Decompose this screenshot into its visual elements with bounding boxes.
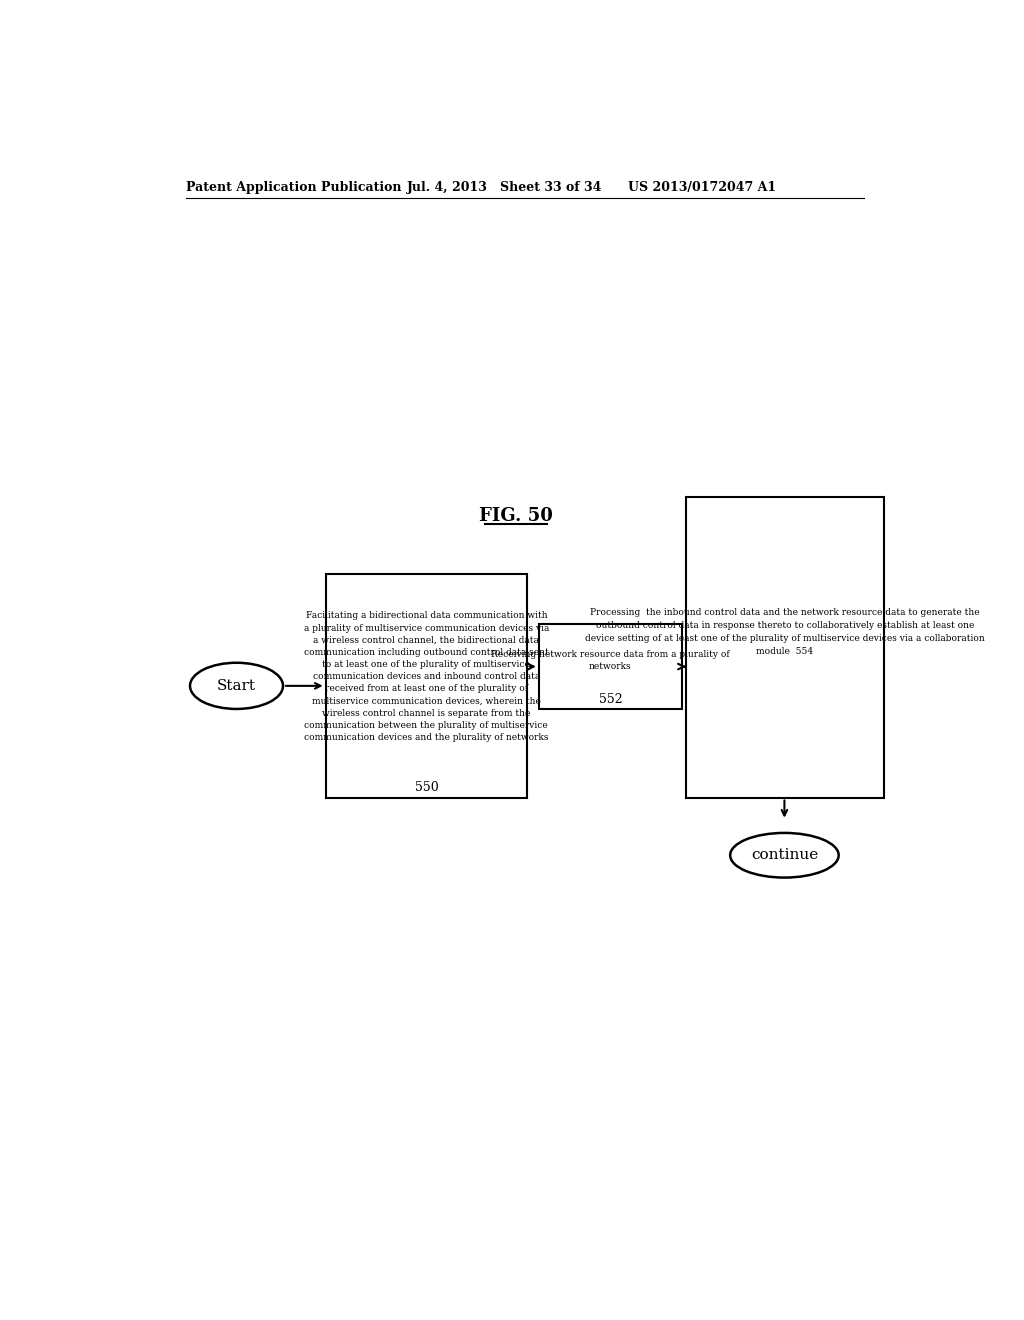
Text: Facilitating a bidirectional data communication with
a plurality of multiservice: Facilitating a bidirectional data commun… <box>304 611 549 742</box>
Text: 550: 550 <box>415 781 438 795</box>
FancyBboxPatch shape <box>326 574 527 797</box>
Text: Receiving network resource data from a plurality of
networks: Receiving network resource data from a p… <box>492 649 730 671</box>
FancyBboxPatch shape <box>539 624 682 709</box>
Ellipse shape <box>190 663 283 709</box>
Text: Patent Application Publication: Patent Application Publication <box>186 181 401 194</box>
Text: Start: Start <box>217 678 256 693</box>
FancyBboxPatch shape <box>686 498 884 797</box>
Text: Jul. 4, 2013   Sheet 33 of 34: Jul. 4, 2013 Sheet 33 of 34 <box>407 181 602 194</box>
Text: 552: 552 <box>599 693 623 706</box>
Ellipse shape <box>730 833 839 878</box>
Text: US 2013/0172047 A1: US 2013/0172047 A1 <box>628 181 776 194</box>
Text: Processing  the inbound control data and the network resource data to generate t: Processing the inbound control data and … <box>585 609 985 656</box>
Text: continue: continue <box>751 849 818 862</box>
Text: FIG. 50: FIG. 50 <box>478 507 552 525</box>
